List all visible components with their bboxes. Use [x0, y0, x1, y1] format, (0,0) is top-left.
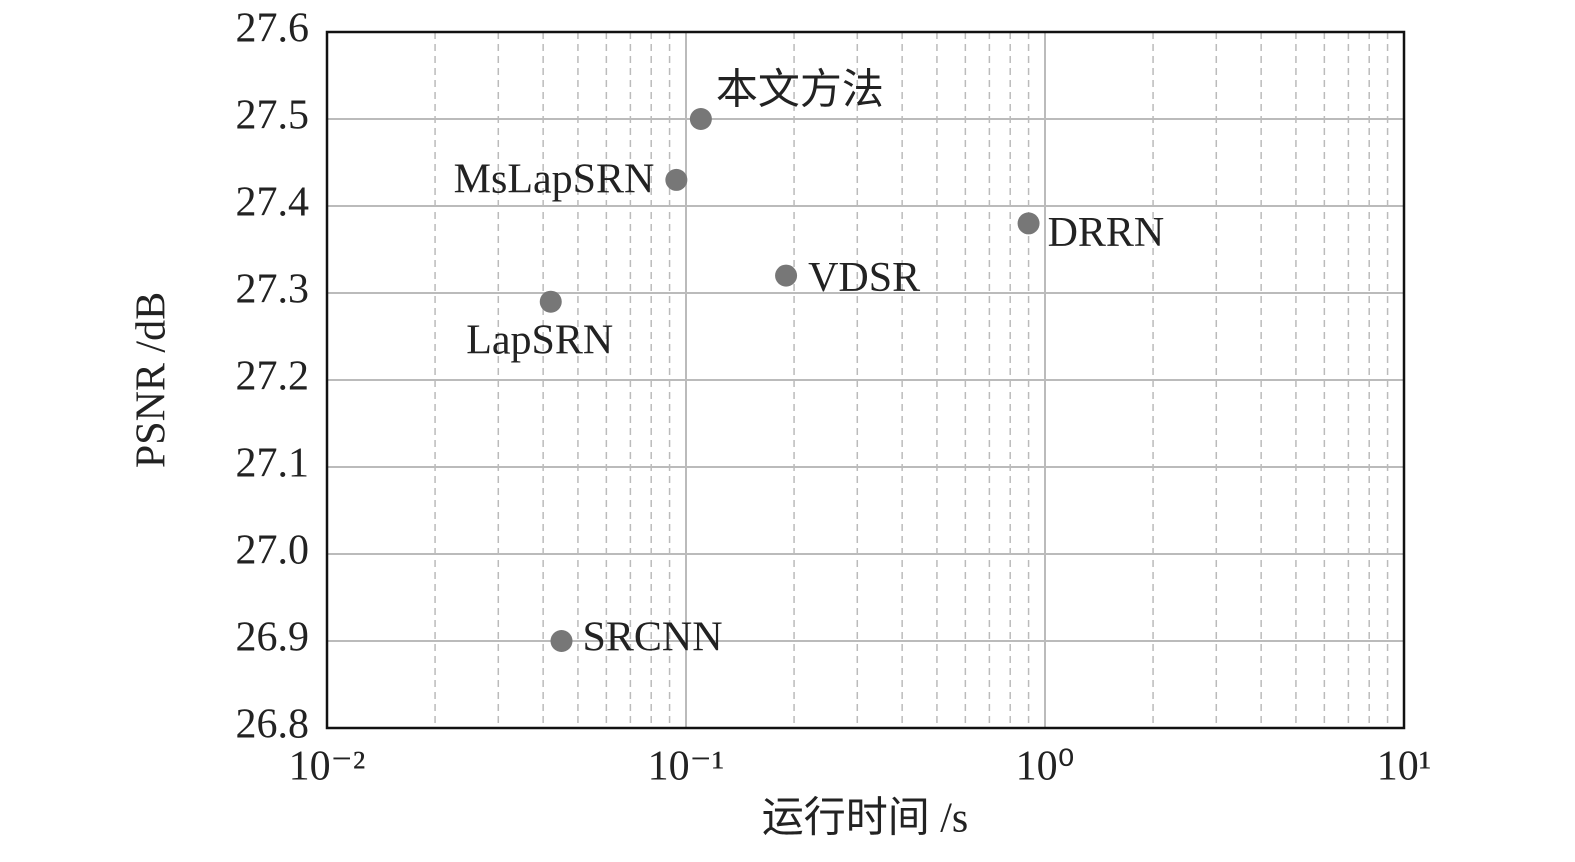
point-label: 本文方法 — [716, 67, 884, 114]
x-tick-label: 10⁰ — [1016, 744, 1075, 790]
y-axis-label: PSNR /dB — [129, 292, 175, 468]
y-tick-label: 27.2 — [236, 354, 310, 400]
point-label: DRRN — [1048, 210, 1165, 256]
y-tick-label: 27.3 — [236, 267, 310, 313]
y-tick-label: 27.6 — [236, 6, 310, 52]
point — [775, 264, 798, 287]
y-tick-label: 26.8 — [236, 702, 310, 748]
plot-frame — [325, 30, 1406, 730]
point — [689, 108, 712, 130]
y-tick-label: 27.1 — [236, 441, 310, 487]
x-tick-label: 10⁻² — [289, 744, 366, 790]
y-tick-label: 27.0 — [236, 528, 310, 574]
point-label: VDSR — [808, 255, 920, 301]
y-tick-label: 27.5 — [236, 93, 310, 139]
point-label: SRCNN — [583, 615, 723, 661]
x-tick-label: 10⁻¹ — [648, 744, 725, 790]
point — [550, 630, 573, 652]
point-label: LapSRN — [466, 317, 613, 363]
y-tick-label: 26.9 — [236, 615, 310, 661]
y-tick-label: 27.4 — [236, 180, 310, 226]
point — [1017, 212, 1040, 235]
x-axis-label: 运行时间 /s — [762, 796, 969, 842]
x-tick-label: 10¹ — [1377, 744, 1432, 790]
point — [539, 290, 562, 313]
point — [665, 168, 688, 191]
point-label: MsLapSRN — [454, 157, 655, 203]
